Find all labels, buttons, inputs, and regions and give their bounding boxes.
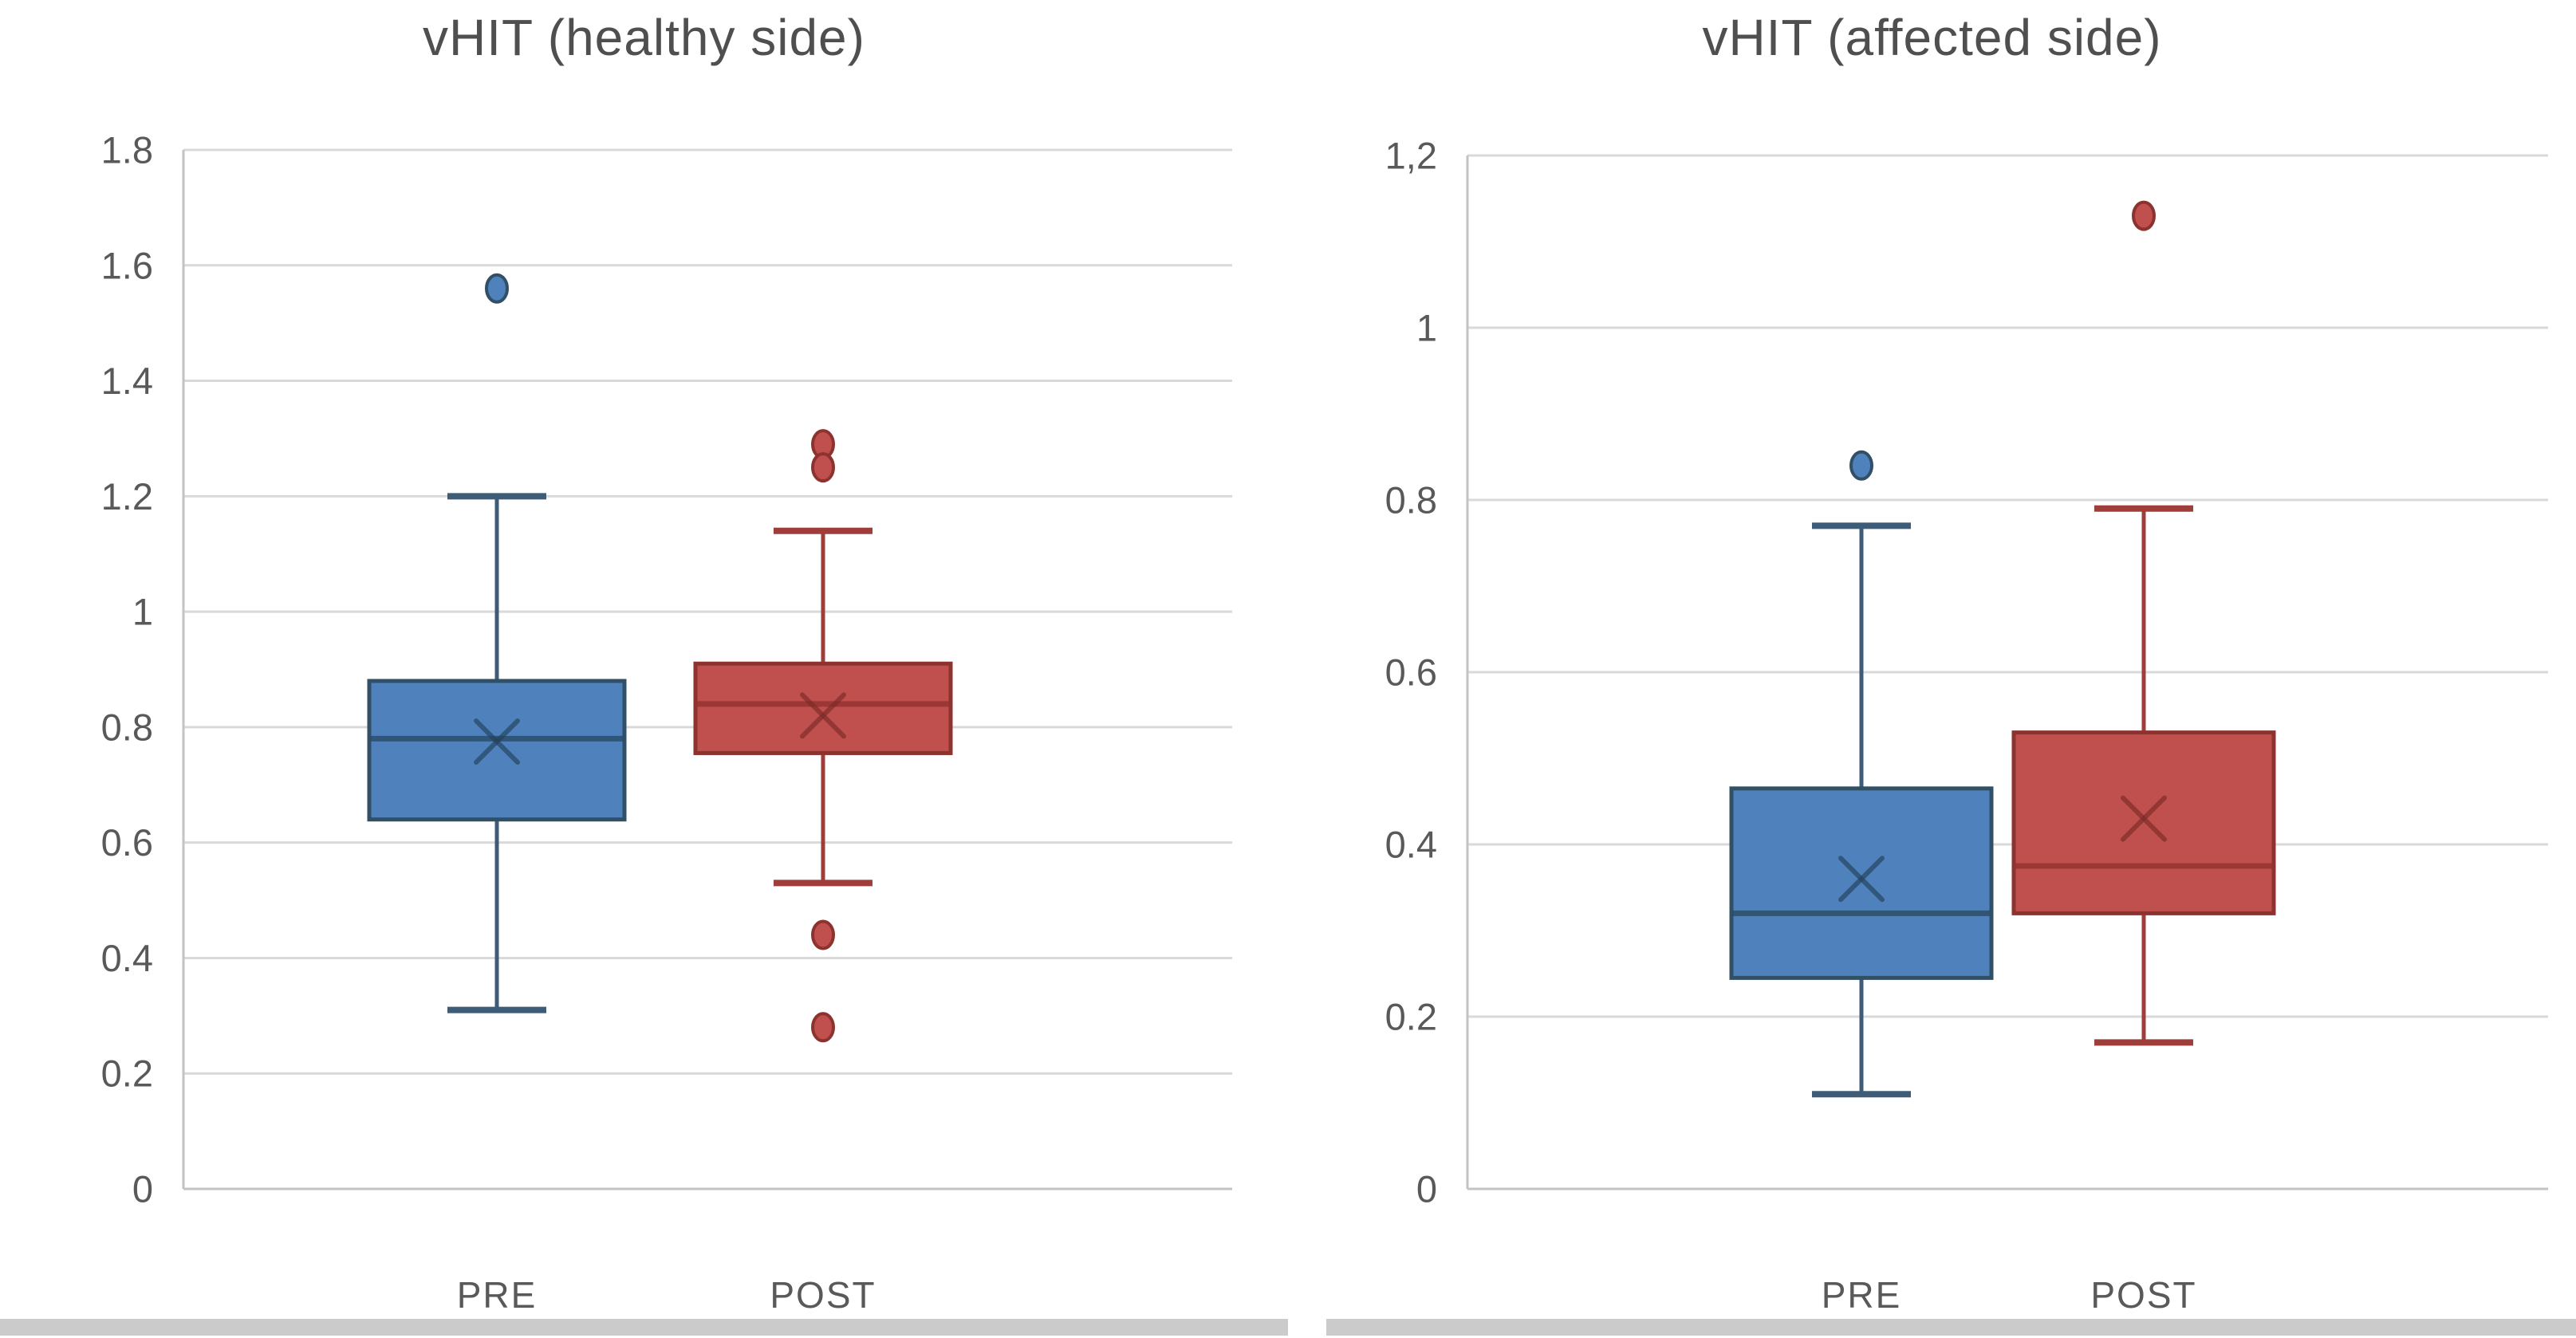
- y-tick-label: 0: [132, 1168, 153, 1210]
- box-healthy-post-mean-marker: [800, 692, 846, 739]
- x-category-label: PRE: [457, 1274, 538, 1316]
- y-tick-label: 1: [132, 591, 153, 633]
- box-healthy-pre-mean-marker: [474, 718, 520, 765]
- y-tick-label: 0.8: [1385, 479, 1437, 521]
- x-category-label: POST: [770, 1274, 876, 1316]
- y-tick-label: 0: [1416, 1168, 1437, 1210]
- chart-title-healthy: vHIT (healthy side): [423, 9, 865, 66]
- y-tick-label: 0.6: [1385, 651, 1437, 694]
- y-tick-label: 0.4: [101, 937, 153, 979]
- y-tick-label: 1,2: [1385, 135, 1437, 177]
- chart-panel-healthy: vHIT (healthy side) 1.8 1.6 1.4 1.2 1 0.8 0.6 0…: [0, 9, 1288, 1336]
- box-healthy-pre: [367, 679, 627, 822]
- y-tick-label: 1: [1416, 307, 1437, 349]
- y-tick-label: 1.8: [101, 129, 153, 171]
- box-affected-pre-mean-marker: [1838, 856, 1885, 903]
- box-healthy-post-outlier-point: [811, 1012, 835, 1043]
- y-tick-label: 0.2: [1385, 996, 1437, 1038]
- x-category-label: POST: [2090, 1274, 2196, 1316]
- x-category-label: PRE: [1822, 1274, 1902, 1316]
- box-affected-post: [2011, 730, 2276, 915]
- box-healthy-post-outlier-point: [811, 452, 835, 483]
- chart-panel-affected: vHIT (affected side) 1,2 1 0.8 0.6 0.4 0.2 0 PR…: [1288, 0, 2576, 1338]
- box-affected-post-outlier-point: [2132, 200, 2156, 231]
- panel-bottom-border: [1326, 1319, 2576, 1336]
- boxplot-affected: 1,2 1 0.8 0.6 0.4 0.2 0 PRE POST: [1385, 135, 2548, 1316]
- y-tick-label: 1.4: [101, 360, 153, 402]
- box-affected-pre-outlier-point: [1849, 450, 1873, 481]
- y-tick-label: 0.6: [101, 821, 153, 864]
- y-tick-label: 1.6: [101, 244, 153, 286]
- box-affected-pre: [1729, 786, 1994, 980]
- box-healthy-post-outlier-point: [811, 919, 835, 950]
- y-tick-label: 0.2: [101, 1053, 153, 1095]
- y-tick-label: 0.4: [1385, 824, 1437, 866]
- box-affected-post-mean-marker: [2121, 795, 2167, 842]
- boxplot-healthy: 1.8 1.6 1.4 1.2 1 0.8 0.6 0.4 0.2 0 PRE POST: [101, 129, 1232, 1316]
- chart-title-affected: vHIT (affected side): [1702, 9, 2162, 66]
- box-healthy-pre-outlier-point: [485, 273, 509, 304]
- y-tick-label: 1.2: [101, 475, 153, 517]
- panel-bottom-border: [0, 1319, 1288, 1336]
- y-tick-label: 0.8: [101, 706, 153, 748]
- box-healthy-post: [693, 661, 953, 755]
